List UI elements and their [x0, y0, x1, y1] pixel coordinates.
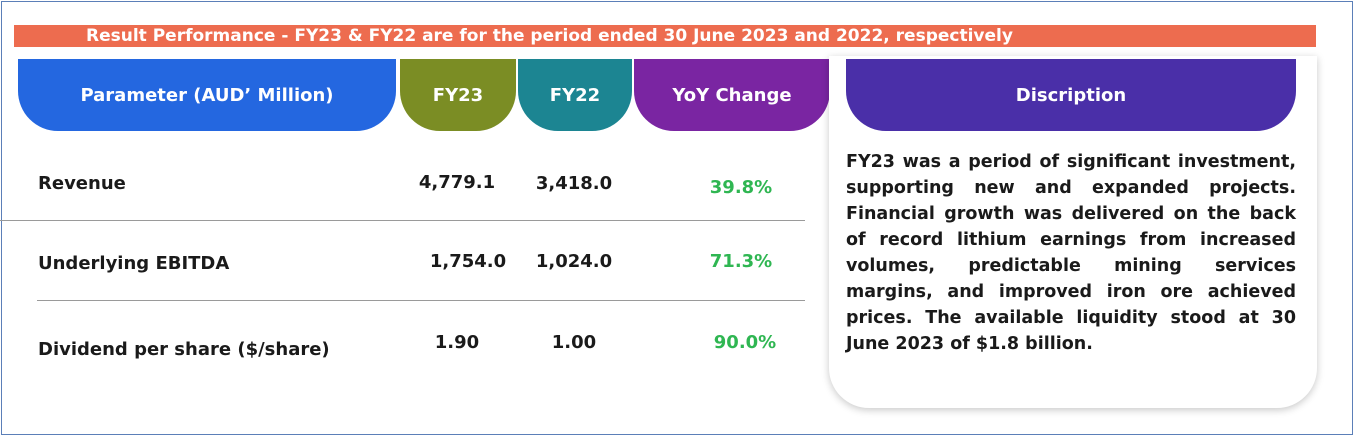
- dividend-per-share-fy23-value: 1.90: [434, 332, 480, 353]
- yoy-change-column-header: YoY Change: [634, 59, 830, 131]
- dividend-per-share-fy22-value: 1.00: [551, 332, 597, 353]
- revenue-label: Revenue: [38, 173, 126, 194]
- revenue-fy22-value: 3,418.0: [535, 173, 613, 194]
- underlying-ebitda-yoy-change: 71.3%: [709, 251, 773, 272]
- description-text: FY23 was a period of significant investm…: [846, 152, 1296, 354]
- dividend-per-share-label: Dividend per share ($/share): [38, 339, 330, 360]
- underlying-ebitda-fy22-value: 1,024.0: [535, 251, 613, 272]
- revenue-fy23-value: 4,779.1: [418, 172, 496, 193]
- dividend-per-share-yoy-change: 90.0%: [713, 332, 777, 353]
- description-header: Discription: [846, 59, 1296, 131]
- row-divider: [0, 220, 805, 221]
- underlying-ebitda-fy23-value: 1,754.0: [429, 251, 507, 272]
- underlying-ebitda-label: Underlying EBITDA: [38, 253, 230, 274]
- fy22-column-header: FY22: [518, 59, 632, 131]
- result-performance-banner: Result Performance - FY23 & FY22 are for…: [14, 25, 1316, 47]
- parameter-column-header: Parameter (AUD’ Million): [18, 59, 396, 131]
- fy23-column-header: FY23: [400, 59, 516, 131]
- revenue-yoy-change: 39.8%: [709, 177, 773, 198]
- row-divider: [37, 300, 805, 301]
